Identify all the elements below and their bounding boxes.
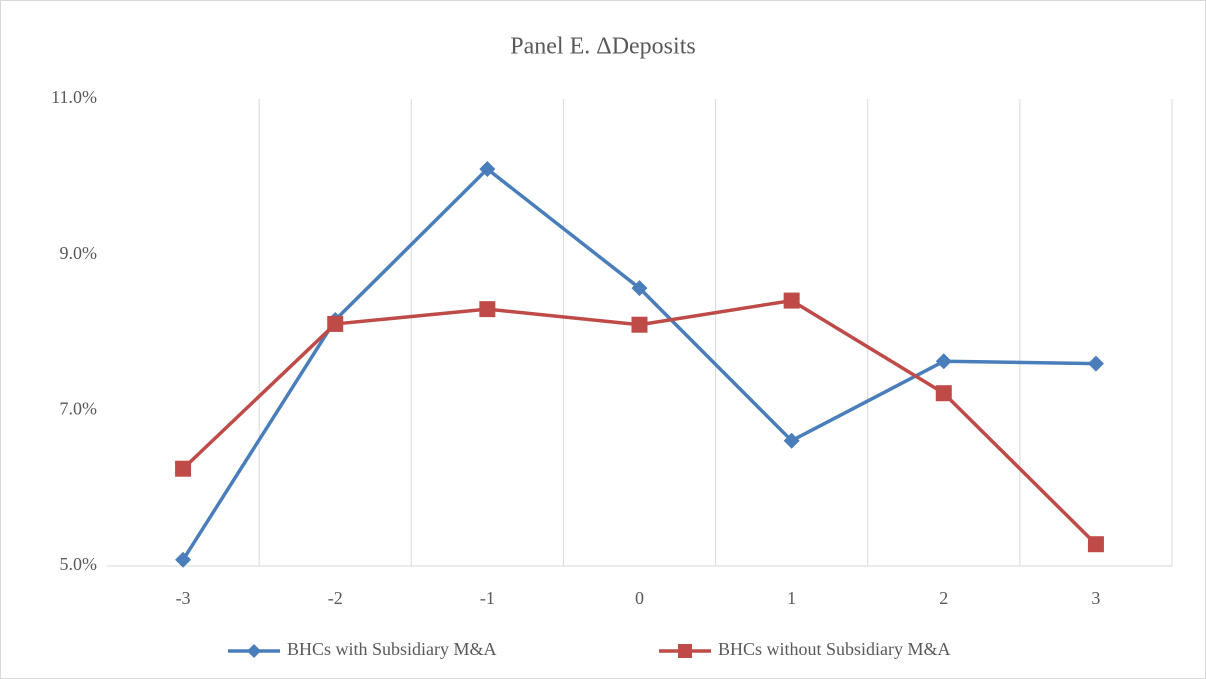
marker	[175, 551, 192, 568]
y-tick-label: 7.0%	[60, 398, 98, 418]
marker	[479, 301, 496, 318]
marker	[935, 353, 952, 370]
x-tick-label: 3	[1091, 588, 1100, 608]
marker	[1087, 355, 1104, 372]
marker	[1087, 536, 1104, 553]
marker	[631, 316, 648, 333]
marker	[631, 280, 648, 297]
y-tick-label: 5.0%	[60, 554, 98, 574]
legend-label: BHCs with Subsidiary M&A	[287, 639, 497, 659]
x-tick-label: -2	[328, 588, 343, 608]
x-tick-label: 1	[787, 588, 796, 608]
marker	[783, 432, 800, 449]
y-tick-label: 9.0%	[60, 243, 98, 263]
y-tick-label: 11.0%	[51, 87, 97, 107]
marker	[327, 315, 344, 332]
legend-marker	[678, 644, 692, 658]
legend-marker	[247, 644, 261, 658]
x-tick-label: 0	[635, 588, 644, 608]
x-tick-label: 2	[939, 588, 948, 608]
marker	[783, 292, 800, 309]
chart-title: Panel E. ΔDeposits	[510, 34, 695, 60]
x-tick-label: -3	[176, 588, 191, 608]
marker	[175, 460, 192, 477]
marker	[935, 385, 952, 402]
x-tick-label: -1	[480, 588, 495, 608]
legend-label: BHCs without Subsidiary M&A	[718, 639, 951, 659]
marker	[479, 161, 496, 178]
